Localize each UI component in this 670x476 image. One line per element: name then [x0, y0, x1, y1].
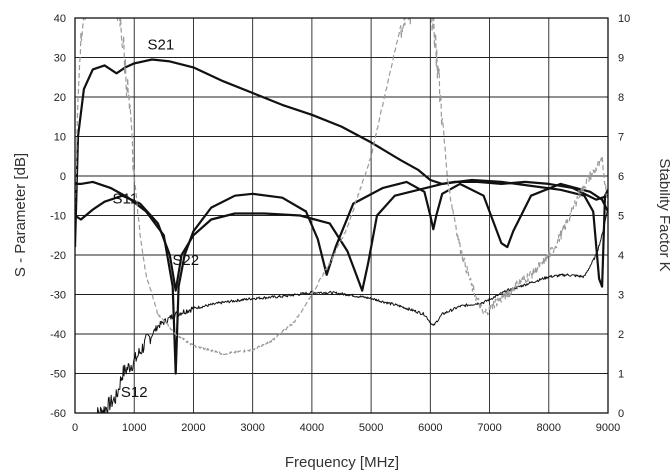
- x-tick-label: 4000: [300, 422, 324, 434]
- left-axis-ticks: -60 -50 -40 -30 -20 -10 0 10 20 30 40: [50, 13, 66, 420]
- left-tick-label: 10: [54, 132, 66, 144]
- x-axis-ticks: 0 1000 2000 3000 4000 5000 6000 7000 8000 9000: [72, 422, 620, 434]
- plot-frame: [74, 17, 609, 414]
- series-labels: S21 S11 S22 S12: [113, 37, 200, 402]
- left-tick-label: -50: [50, 369, 66, 381]
- y-axis-left-label: S - Parameter [dB]: [12, 153, 29, 277]
- x-axis-label: Frequency [MHz]: [285, 454, 399, 471]
- x-tick-label: 7000: [477, 422, 501, 434]
- series-line-s12: [96, 208, 608, 413]
- right-tick-label: 3: [618, 290, 624, 302]
- series-line-s22: [75, 178, 608, 292]
- x-tick-label: 6000: [418, 422, 442, 434]
- right-tick-label: 4: [618, 250, 624, 262]
- right-tick-label: 9: [618, 53, 624, 65]
- x-tick-label: 2000: [181, 422, 205, 434]
- series-label-s22: S22: [172, 252, 199, 269]
- left-tick-label: 30: [54, 53, 66, 65]
- left-tick-label: 40: [54, 13, 66, 25]
- series-line-k: [75, 18, 608, 356]
- right-tick-label: 6: [618, 171, 624, 183]
- left-tick-label: 0: [60, 171, 66, 183]
- x-tick-label: 9000: [596, 422, 620, 434]
- series-label-s12: S12: [121, 384, 148, 401]
- right-tick-label: 1: [618, 369, 624, 381]
- series: [75, 18, 608, 413]
- left-tick-label: -10: [50, 211, 66, 223]
- right-tick-label: 0: [618, 408, 624, 420]
- right-tick-label: 2: [618, 329, 624, 341]
- left-tick-label: -40: [50, 329, 66, 341]
- left-tick-label: -20: [50, 250, 66, 262]
- right-tick-label: 10: [618, 13, 630, 25]
- left-tick-label: -30: [50, 290, 66, 302]
- y-axis-right-label: Stability Factor K: [656, 158, 670, 271]
- x-tick-label: 1000: [122, 422, 146, 434]
- right-tick-label: 5: [618, 211, 624, 223]
- x-tick-label: 0: [72, 422, 78, 434]
- left-tick-label: 20: [54, 92, 66, 104]
- right-tick-label: 7: [618, 132, 624, 144]
- x-tick-label: 5000: [359, 422, 383, 434]
- right-tick-label: 8: [618, 92, 624, 104]
- right-axis-ticks: 0 1 2 3 4 5 6 7 8 9 10: [618, 13, 630, 420]
- x-tick-label: 8000: [537, 422, 561, 434]
- left-tick-label: -60: [50, 408, 66, 420]
- series-label-s21: S21: [148, 37, 175, 54]
- x-tick-label: 3000: [240, 422, 264, 434]
- series-label-s11: S11: [113, 191, 139, 208]
